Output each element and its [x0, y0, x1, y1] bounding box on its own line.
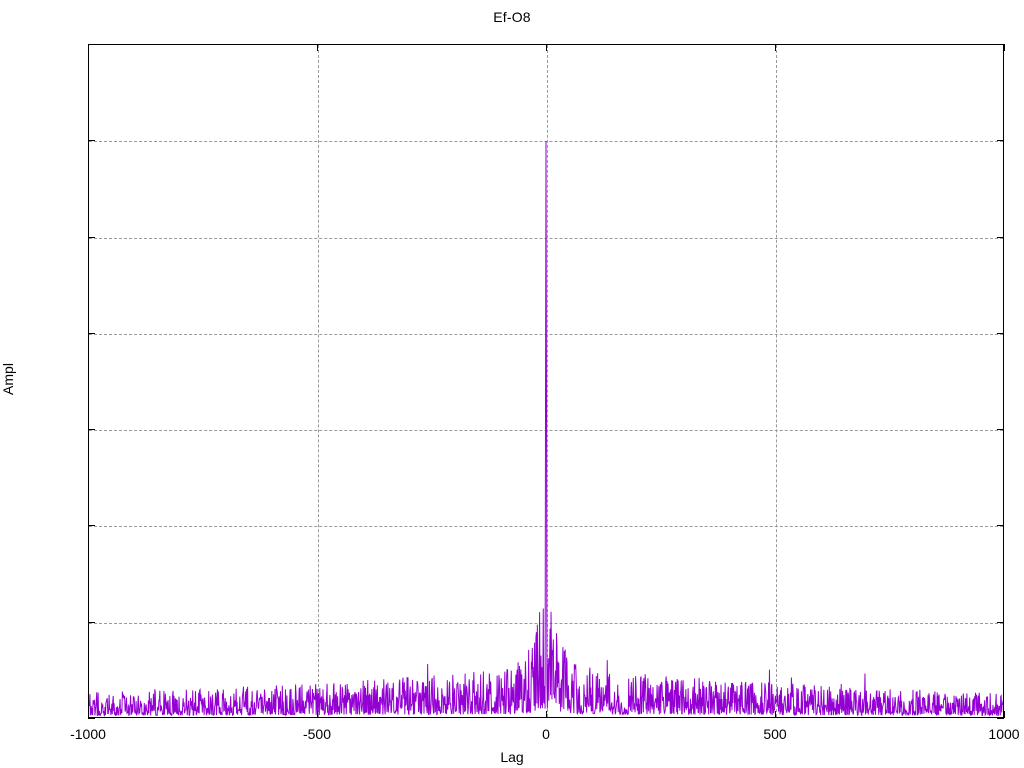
y-tick-mark — [88, 429, 95, 431]
y-tick-mark — [88, 718, 95, 719]
x-tick-mark-top — [88, 44, 89, 51]
x-tick-label: 0 — [542, 726, 550, 742]
y-tick-mark-right — [997, 525, 1004, 527]
y-tick-mark-right — [997, 44, 1004, 45]
gridline-vertical — [776, 45, 777, 717]
y-tick-mark — [88, 525, 95, 527]
x-tick-label: 500 — [763, 726, 787, 742]
x-tick-mark — [1004, 711, 1005, 718]
x-tick-mark-top — [546, 44, 547, 51]
y-tick-mark-right — [997, 718, 1004, 719]
chart-title: Ef-O8 — [493, 9, 531, 25]
y-tick-mark — [88, 621, 95, 623]
x-tick-label: -500 — [302, 726, 332, 742]
gridline-horizontal — [89, 526, 1003, 528]
y-tick-mark-right — [997, 621, 1004, 623]
gridline-horizontal — [89, 430, 1003, 432]
y-tick-mark-right — [997, 429, 1004, 431]
x-tick-mark-top — [775, 44, 776, 51]
plot-area — [88, 44, 1004, 718]
y-axis-label: Ampl — [0, 363, 16, 395]
y-tick-mark-right — [997, 236, 1004, 238]
y-tick-mark — [88, 236, 95, 238]
y-tick-mark-right — [997, 332, 1004, 334]
y-tick-mark — [88, 44, 95, 45]
y-tick-mark — [88, 140, 95, 142]
gridline-horizontal — [89, 622, 1003, 624]
x-tick-mark-top — [317, 44, 318, 51]
data-series-line — [89, 45, 1003, 717]
x-tick-label: -1000 — [70, 726, 106, 742]
x-tick-mark-top — [1004, 44, 1005, 51]
x-axis-label: Lag — [500, 749, 524, 765]
x-tick-mark — [546, 711, 547, 718]
x-tick-mark — [88, 711, 89, 718]
gridline-vertical — [318, 45, 319, 717]
x-tick-mark — [317, 711, 318, 718]
y-tick-mark — [88, 332, 95, 334]
x-tick-mark — [775, 711, 776, 718]
x-tick-label: 1000 — [988, 726, 1020, 742]
gridline-vertical — [547, 45, 548, 717]
series-path — [89, 141, 1003, 715]
y-tick-mark-right — [997, 140, 1004, 142]
